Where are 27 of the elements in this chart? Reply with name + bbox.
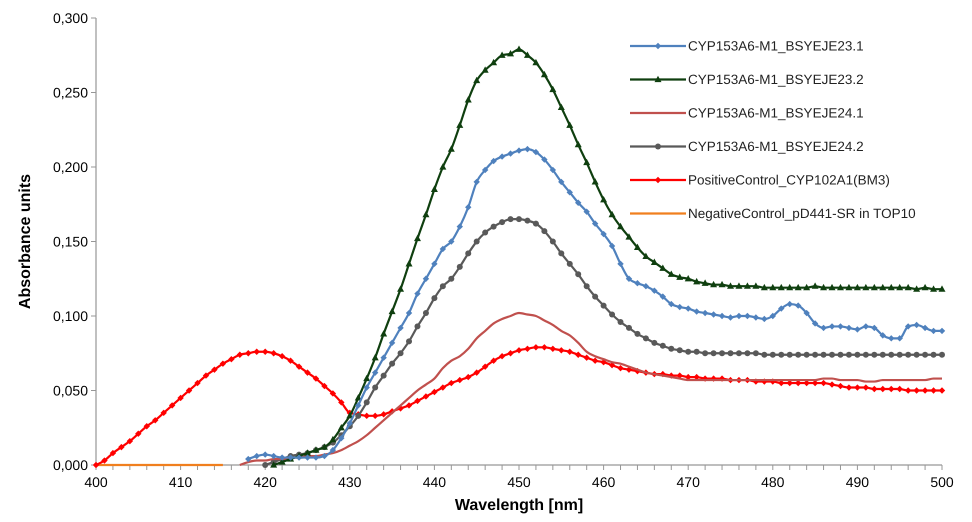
legend-label: CYP153A6-M1_BSYEJE23.2 <box>688 72 864 88</box>
x-axis-title: Wavelength [nm] <box>454 497 584 514</box>
x-tick-label: 480 <box>761 474 785 490</box>
x-tick-label: 490 <box>846 474 870 490</box>
x-tick-label: 450 <box>507 474 531 490</box>
y-tick-label: 0,000 <box>52 456 88 473</box>
x-tick-label: 460 <box>592 474 616 490</box>
legend-label: NegativeControl_pD441-SR in TOP10 <box>688 206 916 222</box>
x-tick-label: 430 <box>338 474 362 490</box>
y-tick-label: 0,200 <box>52 158 88 175</box>
legend-label: CYP153A6-M1_BSYEJE24.2 <box>688 139 864 154</box>
legend-label: CYP153A6-M1_BSYEJE24.1 <box>688 106 864 121</box>
legend-label: PositiveControl_CYP102A1(BM3) <box>688 172 890 188</box>
x-tick-label: 500 <box>930 474 954 490</box>
y-tick-label: 0,250 <box>52 84 88 100</box>
line-series <box>238 312 944 466</box>
y-tick-label: 0,100 <box>52 308 88 324</box>
x-tick-label: 440 <box>422 474 446 490</box>
y-tick-label: 0,050 <box>52 382 88 398</box>
x-tick-label: 470 <box>676 474 700 490</box>
x-tick-label: 400 <box>84 474 108 490</box>
y-axis-title: Absorbance units <box>17 174 34 310</box>
x-tick-label: 420 <box>254 474 278 490</box>
x-tick-label: 410 <box>168 474 192 490</box>
y-tick-label: 0,300 <box>52 10 88 26</box>
legend-label: CYP153A6-M1_BSYEJE23.1 <box>688 38 864 54</box>
y-tick-label: 0,150 <box>52 233 88 250</box>
